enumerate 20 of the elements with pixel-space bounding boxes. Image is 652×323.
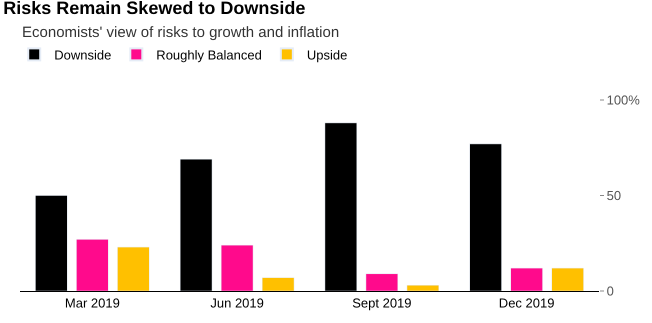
chart-subtitle: Economists' view of risks to growth and inflation [22, 24, 340, 41]
legend-label: Roughly Balanced [156, 47, 262, 62]
bar [406, 285, 440, 291]
x-tick-label: Jun 2019 [210, 296, 264, 311]
y-tick-label: 100% [606, 92, 640, 108]
x-tick-label: Mar 2019 [64, 296, 120, 311]
y-tick-label: 50 [606, 188, 622, 204]
bar [366, 274, 398, 291]
bar [117, 246, 150, 291]
bar [551, 268, 584, 291]
y-tick-label: 0 [606, 284, 614, 299]
x-tick-label: Dec 2019 [498, 296, 554, 311]
bar [76, 239, 109, 291]
x-tick-label: Sept 2019 [352, 296, 412, 311]
legend-label: Downside [54, 47, 112, 62]
bar [510, 268, 543, 291]
bar [220, 244, 254, 291]
bar [262, 277, 294, 291]
chart-title: Risks Remain Skewed to Downside [3, 0, 306, 18]
legend-label: Upside [306, 47, 348, 62]
